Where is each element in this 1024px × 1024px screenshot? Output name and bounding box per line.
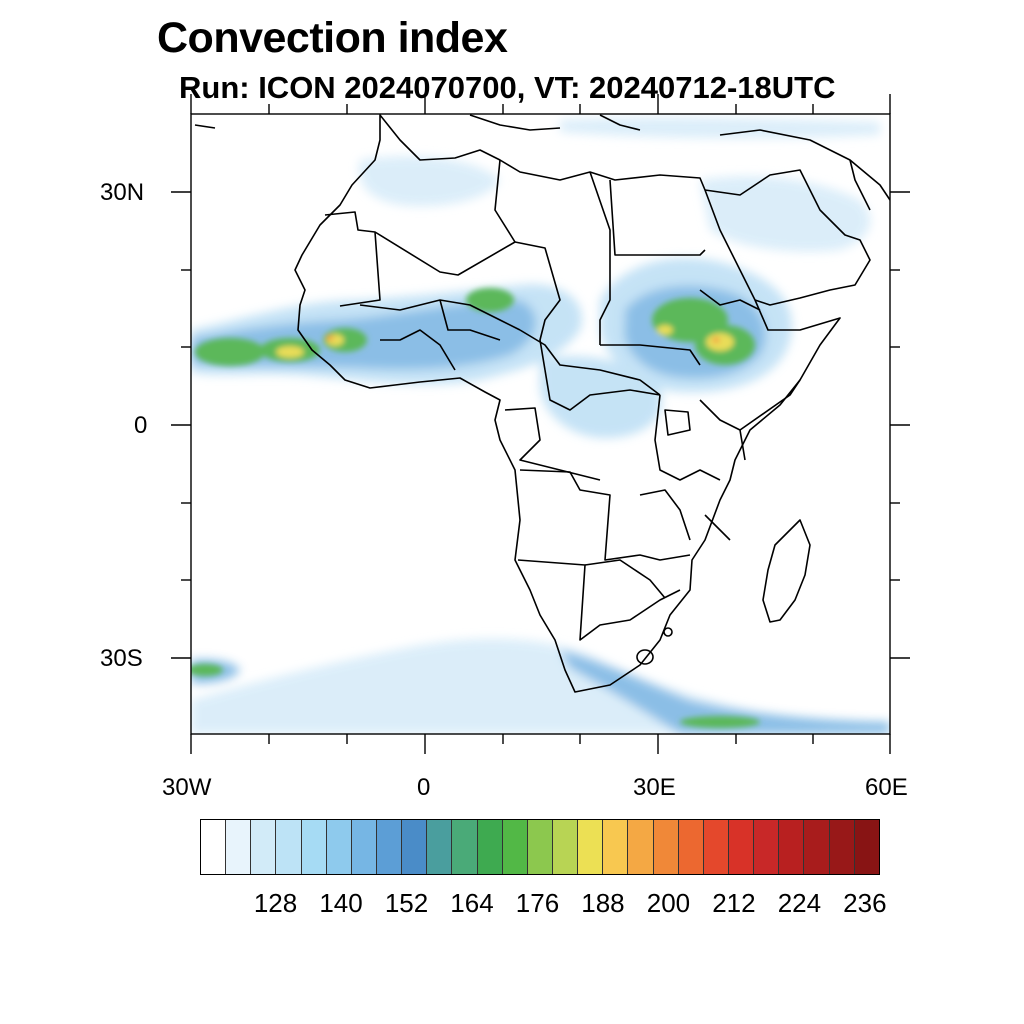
lat-label-0: 0 xyxy=(134,412,148,439)
colorbar-box xyxy=(829,820,855,874)
colorbar-box xyxy=(251,820,277,874)
colorbar-box xyxy=(703,820,729,874)
colorbar-box xyxy=(351,820,377,874)
convection-field xyxy=(191,117,890,734)
map-frame xyxy=(171,94,910,754)
country-borders xyxy=(194,114,890,693)
lon-label-30w: 30W xyxy=(162,774,212,801)
colorbar-tick-label: 236 xyxy=(843,888,887,918)
colorbar-box xyxy=(804,820,830,874)
colorbar-box xyxy=(678,820,704,874)
lon-label-60e: 60E xyxy=(865,774,908,801)
colorbar-tick-label: 176 xyxy=(515,888,560,918)
colorbar-box xyxy=(854,820,879,874)
africa-coastline xyxy=(294,114,841,693)
colorbar-tick-label: 128 xyxy=(253,888,298,918)
colorbar-box xyxy=(728,820,755,874)
plot-subtitle: Run: ICON 2024070700, VT: 20240712-18UTC xyxy=(179,70,836,105)
colorbar-box xyxy=(779,820,805,874)
colorbar-tick-label: 164 xyxy=(450,888,494,918)
colorbar-box xyxy=(427,820,453,874)
colorbar-box xyxy=(226,820,252,874)
arabia-coastline xyxy=(704,169,871,306)
colorbar-tick-label: 224 xyxy=(777,888,822,918)
colorbar-tick-label: 188 xyxy=(581,888,625,918)
lon-label-30e: 30E xyxy=(633,774,676,801)
colorbar-box xyxy=(754,820,780,874)
colorbar-box xyxy=(477,820,503,874)
colorbar-tick-label: 200 xyxy=(646,888,691,918)
colorbar-box xyxy=(276,820,302,874)
colorbar-box xyxy=(452,820,478,874)
colorbar-box xyxy=(402,820,428,874)
colorbar-box xyxy=(628,820,654,874)
colorbar-box xyxy=(301,820,327,874)
colorbar-box xyxy=(603,820,629,874)
plot-title: Convection index xyxy=(157,14,508,62)
colorbar-box xyxy=(653,820,679,874)
lat-label-30s: 30S xyxy=(100,645,143,672)
colorbar-box xyxy=(326,820,352,874)
colorbar-box xyxy=(527,820,553,874)
colorbar-box xyxy=(578,820,604,874)
lon-label-0: 0 xyxy=(417,774,431,801)
colorbar-box xyxy=(552,820,579,874)
colorbar-tick-label: 140 xyxy=(319,888,363,918)
lat-label-30n: 30N xyxy=(100,179,145,206)
colorbar-tick-label: 212 xyxy=(712,888,756,918)
colorbar-box xyxy=(201,820,227,874)
colorbar-box xyxy=(502,820,528,874)
colorbar-box xyxy=(376,820,403,874)
madagascar-coastline xyxy=(762,519,811,623)
colorbar-tick-label: 152 xyxy=(384,888,429,918)
colorbar-labels: 128 140 152 164 176 188 200 212 224 236 xyxy=(200,888,887,918)
colorbar xyxy=(200,819,880,875)
